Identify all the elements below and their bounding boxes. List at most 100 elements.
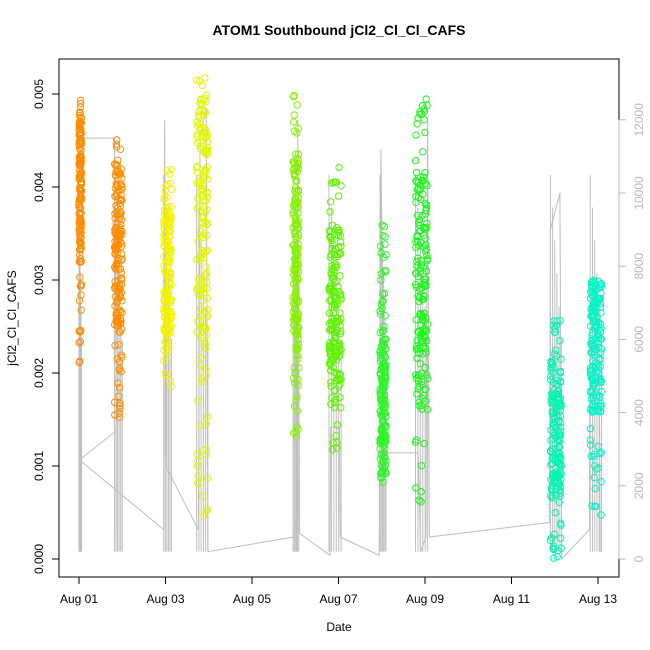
data-point <box>165 214 173 222</box>
data-point <box>164 263 173 272</box>
data-point <box>193 121 202 130</box>
data-point <box>597 511 605 519</box>
data-point <box>549 359 557 367</box>
data-point <box>412 168 421 177</box>
data-point <box>593 299 602 307</box>
data-point <box>111 411 119 419</box>
data-point <box>330 291 338 300</box>
data-point <box>291 244 299 252</box>
data-point <box>549 474 558 482</box>
data-point <box>379 458 387 466</box>
data-point <box>325 285 333 294</box>
data-point <box>197 231 205 240</box>
series-flight-aug08 <box>376 221 390 486</box>
data-point <box>548 407 557 415</box>
data-point <box>115 392 123 400</box>
data-point <box>115 383 124 392</box>
data-point <box>116 402 124 410</box>
data-point <box>76 254 85 263</box>
data-point <box>414 373 422 381</box>
data-point <box>417 462 426 470</box>
data-point <box>163 341 171 350</box>
data-point <box>290 118 298 126</box>
data-point <box>76 238 84 246</box>
data-point <box>590 351 598 359</box>
data-point <box>420 116 428 124</box>
data-point <box>75 339 83 347</box>
data-point <box>329 351 338 359</box>
data-point <box>194 457 202 465</box>
data-point <box>380 405 388 413</box>
data-point <box>414 385 422 393</box>
data-point <box>197 95 205 104</box>
data-point <box>553 454 562 462</box>
data-point <box>376 348 384 356</box>
data-point <box>588 375 597 383</box>
data-point <box>291 305 299 313</box>
data-point <box>204 305 212 314</box>
data-point <box>293 101 301 109</box>
data-point <box>117 221 125 229</box>
x-tick-label: Aug 03 <box>146 592 184 606</box>
data-point <box>115 409 123 417</box>
data-point <box>290 111 298 119</box>
data-point <box>414 211 422 220</box>
data-point <box>377 249 385 257</box>
data-point <box>290 228 299 237</box>
data-point <box>553 317 561 325</box>
data-point <box>291 267 299 275</box>
data-point <box>77 157 85 166</box>
data-point <box>419 176 427 185</box>
data-point <box>163 256 172 264</box>
data-point <box>77 129 86 138</box>
data-point <box>203 413 212 421</box>
data-point <box>334 228 342 237</box>
data-point <box>586 424 595 433</box>
y-tick-label: 0.005 <box>32 79 46 109</box>
data-point <box>417 309 425 318</box>
data-point <box>329 178 338 186</box>
data-point <box>596 449 604 458</box>
data-point <box>197 184 206 193</box>
data-point <box>589 312 598 321</box>
data-point <box>594 401 602 410</box>
data-point <box>76 117 84 125</box>
data-point <box>588 366 596 374</box>
data-point <box>595 283 604 291</box>
data-point <box>77 229 85 237</box>
data-point <box>336 309 344 317</box>
data-point <box>597 379 605 387</box>
data-point <box>75 246 84 254</box>
data-point <box>552 346 560 354</box>
data-point <box>551 325 559 333</box>
data-point <box>413 354 421 362</box>
data-point <box>203 231 211 240</box>
data-point <box>76 136 85 145</box>
data-point <box>291 292 300 300</box>
data-point <box>378 221 386 229</box>
data-point <box>380 441 388 450</box>
data-point <box>588 286 596 295</box>
data-point <box>590 452 598 461</box>
data-point <box>597 448 605 456</box>
data-point <box>326 228 335 236</box>
data-point <box>415 398 423 406</box>
data-point <box>327 236 336 245</box>
data-point <box>414 178 423 187</box>
data-point <box>201 344 210 353</box>
data-point <box>291 202 299 211</box>
data-point <box>555 449 563 457</box>
x-tick-label: Aug 09 <box>406 592 444 606</box>
data-point <box>167 249 175 257</box>
data-point <box>290 91 298 100</box>
data-point <box>381 240 389 248</box>
data-point <box>292 259 300 267</box>
data-point <box>111 162 120 170</box>
data-point <box>588 278 596 286</box>
data-point <box>553 553 561 561</box>
data-point <box>116 328 124 336</box>
y-tick-label: 0.003 <box>32 265 46 295</box>
data-point <box>291 249 300 257</box>
data-point <box>553 412 561 420</box>
